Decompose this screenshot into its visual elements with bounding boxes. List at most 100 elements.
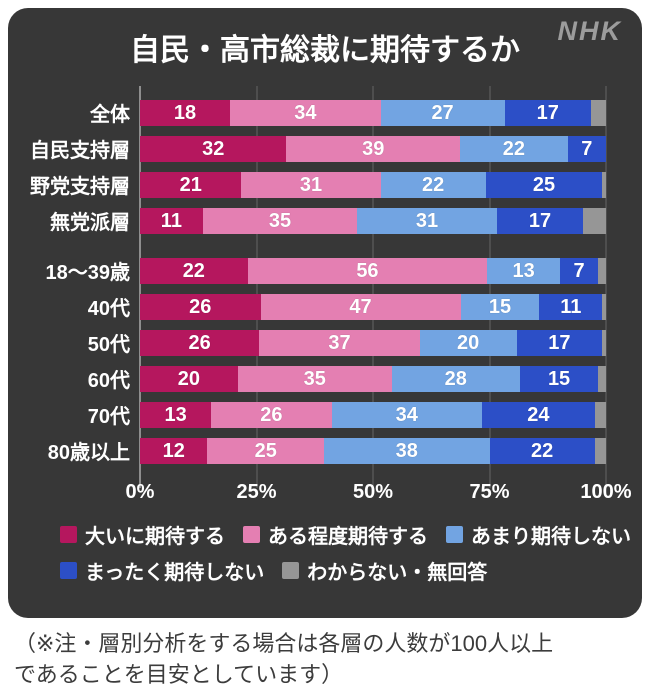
bar-value-label: 39 (362, 137, 385, 160)
bar-value-label: 15 (547, 367, 571, 390)
bar-segment: 26 (140, 293, 261, 320)
row-bars: 22 56 13 7 (140, 257, 606, 284)
bar-value-label: 26 (188, 331, 211, 354)
bar-value-label: 20 (177, 367, 200, 390)
legend-swatch (446, 525, 463, 543)
x-axis-tick-label: 25% (236, 480, 277, 503)
bar-segment: 11 (140, 207, 203, 234)
chart-row: 50代 26 37 20 17 (8, 329, 606, 356)
row-bars: 26 47 15 11 (140, 293, 606, 320)
chart-card: NHK 自民・高市総裁に期待するか 全体 18 34 27 17 自民支持層 32 39 22 7… (8, 8, 642, 618)
gridline (605, 85, 607, 488)
bar-value-label: 31 (299, 173, 323, 196)
x-axis: 0% 25% 50% 75% 100% (126, 474, 632, 504)
bar-segment (602, 171, 606, 198)
bar-value-label: 26 (260, 403, 283, 426)
bar-segment: 15 (519, 365, 599, 392)
row-label: 自民支持層 (30, 140, 130, 162)
bar-value-label: 17 (536, 101, 559, 124)
row-label: 全体 (90, 104, 130, 126)
chart-row: 70代 13 26 34 24 (8, 401, 607, 428)
gridline (372, 85, 374, 488)
row-bars: 11 35 31 17 (140, 207, 606, 234)
chart-row: 自民支持層 32 39 22 7 (8, 135, 607, 162)
bar-value-label: 11 (560, 295, 582, 318)
chart-row: 全体 18 34 27 17 (8, 99, 607, 126)
bar-value-label: 21 (179, 173, 202, 196)
bar-segment: 22 (489, 437, 595, 464)
x-axis-tick-label: 0% (125, 480, 155, 503)
footer-note-line1: （※注・層別分析をする場合は各層の人数が100人以上 (14, 630, 554, 656)
footer-note-line2: であることを目安としています） (14, 662, 344, 688)
bar-value-label: 27 (431, 101, 454, 124)
bar-segment: 25 (207, 437, 324, 464)
bar-segment: 15 (460, 293, 540, 320)
row-label: 70代 (87, 406, 130, 428)
bar-segment: 56 (247, 257, 488, 284)
legend-swatch (243, 525, 260, 543)
bar-segment: 18 (140, 99, 231, 126)
legend-item: 大いに期待する (60, 520, 225, 549)
bar-value-label: 22 (502, 137, 526, 160)
bar-value-label: 34 (395, 403, 418, 426)
bar-segment: 7 (559, 257, 599, 284)
bar-segment (583, 207, 606, 234)
row-bars: 26 37 20 17 (140, 329, 606, 356)
row-bars: 13 26 34 24 (140, 401, 607, 428)
bar-segment: 39 (286, 135, 461, 162)
row-bars: 12 25 38 22 (140, 437, 606, 464)
bar-segment (598, 365, 607, 392)
bar-segment: 47 (260, 293, 461, 320)
bar-value-label: 34 (294, 101, 317, 124)
chart-row: 無党派層 11 35 31 17 (8, 207, 606, 234)
x-axis-tick-label: 100% (580, 480, 632, 503)
bar-segment (602, 293, 606, 320)
legend-item: ある程度期待する (243, 520, 428, 549)
legend-swatch (60, 561, 77, 579)
legend-label: まったく期待しない (85, 561, 265, 584)
bar-segment: 35 (202, 207, 358, 234)
legend-row: まったく期待しない わからない・無回答 (60, 556, 642, 585)
bar-value-label: 13 (164, 403, 187, 426)
bar-value-label: 25 (532, 173, 556, 196)
gridline (255, 85, 258, 488)
bar-segment: 25 (485, 171, 603, 198)
bar-segment: 17 (516, 329, 603, 356)
legend-swatch (282, 561, 300, 579)
bar-segment: 34 (331, 401, 482, 428)
bar-segment: 22 (380, 171, 486, 198)
bar-segment: 17 (504, 99, 591, 126)
bar-segment: 13 (140, 401, 212, 428)
bar-segment (598, 257, 606, 284)
bar-value-label: 26 (189, 295, 212, 318)
gridlines (139, 85, 607, 488)
bar-segment (594, 437, 606, 464)
bar-value-label: 13 (512, 259, 535, 282)
legend-row: 大いに期待する ある程度期待する あまり期待しない (60, 520, 642, 549)
row-bars: 18 34 27 17 (140, 99, 607, 126)
bar-value-label: 20 (456, 331, 480, 354)
legend-swatch (60, 525, 77, 543)
bar-segment: 24 (481, 401, 595, 428)
legend-item: わからない・無回答 (282, 556, 487, 585)
row-label: 野党支持層 (30, 176, 130, 198)
bar-value-label: 47 (349, 295, 372, 318)
bar-value-label: 22 (182, 259, 205, 282)
bar-segment (594, 401, 607, 428)
chart-row: 40代 26 47 15 11 (8, 293, 606, 320)
legend: 大いに期待する ある程度期待する あまり期待しない まったく期待しない わからない・無回… (60, 520, 642, 585)
legend-item: あまり期待しない (446, 520, 631, 549)
bar-value-label: 11 (160, 209, 182, 232)
row-bars: 20 35 28 15 (140, 365, 607, 392)
bar-segment: 20 (140, 365, 238, 392)
row-label: 無党派層 (50, 212, 130, 234)
bar-value-label: 25 (254, 439, 277, 462)
axis-zero-line (139, 85, 141, 488)
bar-segment: 17 (496, 207, 584, 234)
bar-segment: 32 (140, 135, 287, 162)
bar-segment: 26 (211, 401, 332, 428)
bar-value-label: 32 (202, 137, 225, 160)
row-label: 50代 (87, 334, 130, 356)
footer-note: （※注・層別分析をする場合は各層の人数が100人以上 であることを目安としていま… (0, 618, 650, 692)
chart-title: 自民・高市総裁に期待するか (130, 34, 520, 67)
